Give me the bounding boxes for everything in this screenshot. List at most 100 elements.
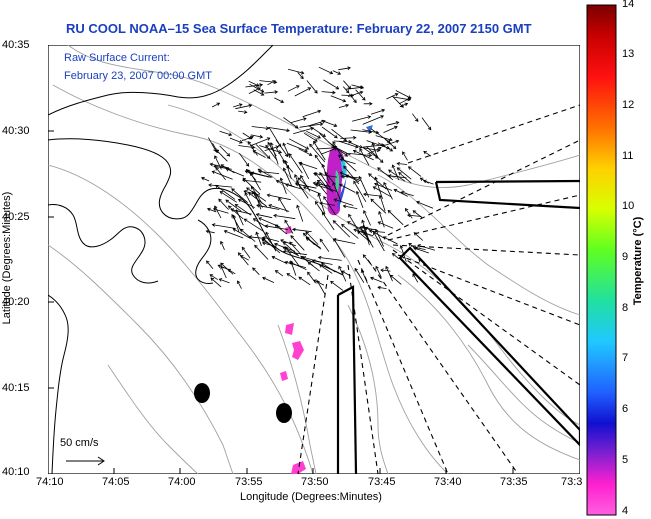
current-vector-head: [334, 134, 338, 139]
current-vector-head: [295, 85, 300, 89]
current-vector: [387, 210, 404, 226]
current-vector-head: [223, 229, 228, 234]
current-vector-head: [282, 241, 287, 246]
current-vector: [296, 205, 304, 222]
current-vector-head: [220, 240, 224, 245]
current-vector-head: [407, 166, 412, 170]
current-vector: [244, 190, 261, 196]
current-vector-head: [278, 197, 282, 201]
current-vector-head: [422, 179, 427, 184]
current-vector-head: [341, 270, 345, 274]
current-vector: [375, 135, 393, 141]
current-vector-head: [215, 149, 219, 154]
current-vector-head: [214, 205, 218, 210]
current-vector: [415, 247, 426, 250]
current-vector: [212, 102, 220, 108]
current-vector: [338, 67, 351, 71]
current-vector-head: [269, 142, 274, 146]
current-vector-head: [309, 143, 313, 148]
legend-current-label: Raw Surface Current:: [64, 52, 170, 64]
current-vector: [385, 266, 393, 282]
current-vector-head: [274, 90, 279, 94]
current-vector: [252, 267, 260, 275]
current-vector: [212, 224, 236, 229]
current-vector-head: [217, 264, 222, 268]
current-vector-head: [302, 186, 307, 190]
current-vector-head: [244, 192, 248, 196]
current-vector-head: [311, 259, 316, 263]
current-vector-head: [377, 167, 381, 171]
current-vector: [340, 158, 356, 165]
current-vector-head: [307, 271, 311, 276]
current-vector: [214, 205, 222, 219]
current-vector: [238, 152, 250, 167]
current-vector-head: [348, 139, 353, 144]
current-vector: [318, 257, 342, 261]
current-vector: [312, 260, 333, 265]
current-vector: [249, 236, 265, 239]
current-vector-head: [333, 238, 337, 242]
current-vector: [246, 187, 267, 202]
current-vector: [308, 124, 326, 137]
colorbar-tick: 13: [622, 48, 635, 60]
current-vector: [373, 232, 385, 252]
current-vector-head: [352, 149, 357, 154]
axis-ticks: [48, 45, 514, 474]
current-vector: [315, 184, 337, 192]
current-vector-head: [239, 255, 244, 259]
current-vector: [273, 215, 296, 220]
current-vector: [417, 244, 436, 251]
current-vector-head: [259, 134, 264, 139]
current-vector-head: [286, 128, 290, 133]
current-vector: [290, 118, 307, 123]
current-vector: [348, 153, 372, 156]
current-vector: [313, 141, 326, 161]
current-vector: [386, 121, 399, 126]
current-vector-head: [252, 190, 256, 195]
current-vector-head: [316, 179, 321, 184]
current-vector-head: [254, 244, 258, 249]
current-vector: [347, 141, 363, 149]
current-vector-head: [353, 180, 357, 185]
x-tick: 74:05: [102, 476, 130, 488]
current-vector-head: [245, 163, 250, 167]
current-vector-head: [219, 191, 224, 195]
current-vector: [285, 184, 305, 190]
current-vector: [358, 176, 370, 198]
current-vector-head: [368, 153, 373, 158]
x-tick: 73:55: [235, 476, 263, 488]
current-vector: [290, 235, 305, 251]
current-vector: [227, 268, 236, 275]
current-vector: [297, 72, 304, 79]
current-vector-head: [307, 87, 312, 91]
current-vector: [288, 153, 303, 174]
current-vector-head: [370, 198, 374, 203]
colorbar-title: Temperature (°C): [632, 216, 644, 306]
current-vector: [372, 142, 378, 158]
current-vector: [253, 89, 264, 96]
current-vector-head: [377, 285, 381, 290]
current-vector: [386, 93, 398, 100]
current-vector-head: [282, 249, 287, 254]
current-vector-head: [262, 236, 266, 240]
current-vector-head: [317, 135, 321, 139]
current-vector: [282, 143, 291, 159]
current-vector: [392, 164, 400, 181]
current-vector-head: [353, 228, 358, 233]
current-vector-head: [214, 155, 218, 159]
current-vector-head: [380, 115, 385, 119]
current-vector: [250, 137, 270, 147]
current-vector-head: [305, 231, 310, 235]
current-vector: [345, 174, 360, 183]
current-vector: [299, 123, 323, 128]
y-tick: 40:20: [2, 296, 30, 308]
current-vector: [240, 255, 249, 261]
current-vector: [220, 241, 225, 250]
current-vector-head: [282, 167, 287, 172]
current-vector: [375, 229, 384, 247]
current-vector: [332, 182, 342, 203]
current-vector: [423, 151, 432, 157]
current-vector: [231, 188, 248, 204]
current-vector-head: [267, 141, 271, 146]
current-vector-head: [340, 174, 345, 179]
